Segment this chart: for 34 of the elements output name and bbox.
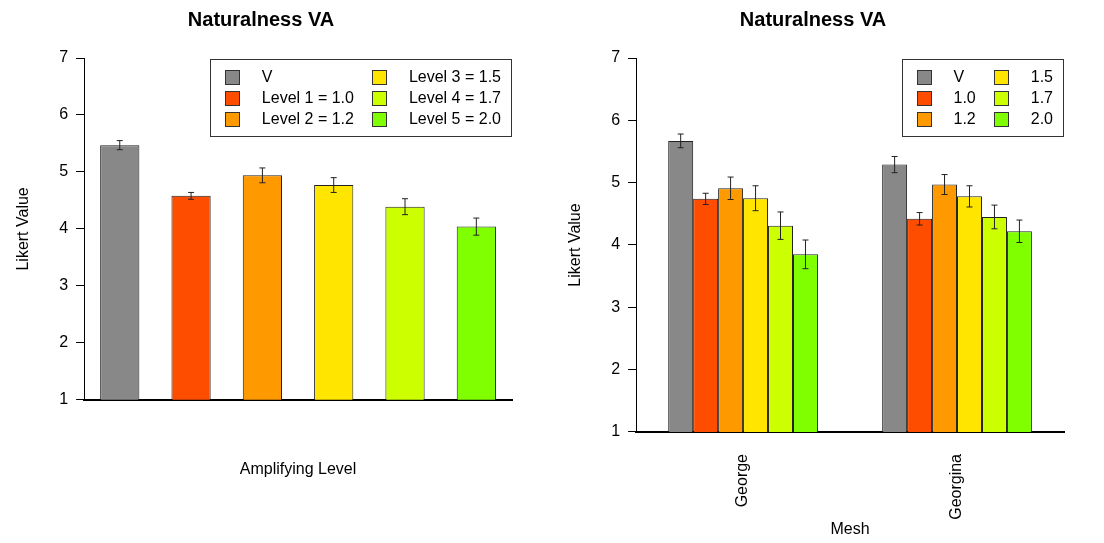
legend-label: 1.2: [953, 110, 976, 128]
y-tick-label: 7: [611, 48, 621, 66]
x-axis-title: Amplifying Level: [239, 459, 357, 477]
y-tick-label: 4: [59, 219, 69, 237]
x-axis-title: Mesh: [830, 519, 870, 537]
y-tick-label: 3: [611, 297, 621, 315]
y-axis-title: Likert Value: [14, 187, 32, 271]
chart-title: Naturalness VA: [187, 7, 335, 30]
legend-label: 1.5: [1030, 68, 1053, 86]
legend-label: 2.0: [1030, 110, 1053, 128]
legend-label: 1.7: [1030, 89, 1053, 107]
chart-title: Naturalness VA: [739, 7, 887, 30]
legend-label: Level 3 = 1.5: [408, 68, 501, 86]
legend-label: V: [953, 68, 965, 86]
legend-label: V: [261, 68, 273, 86]
y-tick-label: 5: [59, 162, 69, 180]
legend-label: Level 4 = 1.7: [408, 89, 501, 107]
legend-label: Level 5 = 2.0: [408, 110, 501, 128]
y-tick-label: 7: [59, 48, 69, 66]
y-tick-label: 6: [59, 105, 69, 123]
y-tick-label: 6: [611, 110, 621, 128]
y-axis-title: Likert Value: [566, 203, 584, 287]
y-tick-label: 4: [611, 235, 621, 253]
y-tick-label: 5: [611, 173, 621, 191]
y-tick-label: 2: [59, 333, 69, 351]
y-tick-label: 1: [59, 390, 69, 408]
legend-label: Level 1 = 1.0: [261, 89, 354, 107]
legend-label: 1.0: [953, 89, 976, 107]
y-tick-label: 2: [611, 360, 621, 378]
y-tick-label: 3: [59, 276, 69, 294]
y-tick-label: 1: [611, 422, 621, 440]
x-tick-label: Georgina: [947, 453, 965, 520]
legend-label: Level 2 = 1.2: [261, 110, 354, 128]
x-tick-label: George: [733, 453, 751, 508]
